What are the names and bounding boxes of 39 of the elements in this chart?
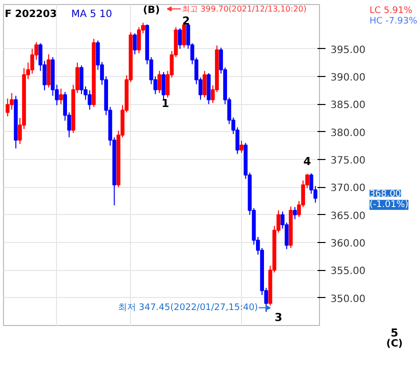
candlestick (158, 70, 162, 94)
legend-title: MA 5 10 (71, 8, 112, 20)
candlestick (162, 72, 166, 100)
candlestick (88, 90, 92, 110)
annotation: 3 (274, 311, 282, 324)
candlestick (202, 70, 207, 98)
text: 368.00 (370, 190, 402, 200)
annotation: 1 (162, 96, 170, 110)
candlestick (178, 28, 182, 50)
candlestick (132, 32, 137, 55)
text: (-1.01%) (370, 200, 408, 210)
y-tick-label: 365.00 (330, 210, 366, 222)
text: LC 5.91% (370, 6, 413, 16)
text: 5 (390, 326, 398, 340)
text: (C) (386, 338, 403, 350)
annotation: 최고 399.70(2021/12/13,10:20) (182, 4, 307, 14)
y-tick-label: 350.00 (330, 294, 366, 305)
annotation: 2 (182, 14, 190, 28)
candlestick (182, 22, 186, 48)
y-tick-label: 385.00 (330, 100, 366, 112)
y-tick-label: 380.00 (330, 128, 366, 139)
annotation: (B) (143, 5, 160, 16)
annotation: 최저 347.45(2022/01/27,15:40) (118, 302, 258, 313)
y-tick-label: 360.00 (330, 238, 366, 250)
candlestick (59, 88, 63, 105)
y-tick-label: 390.00 (330, 72, 366, 84)
candlestick (292, 206, 297, 220)
candlestick (309, 172, 314, 194)
y-tick-label: 355.00 (330, 266, 366, 278)
candlestick (10, 92, 14, 110)
y-tick-label: 375.00 (330, 155, 366, 166)
candlestick (30, 48, 34, 74)
annotation: 4 (303, 155, 312, 168)
y-tick-label: 395.00 (330, 44, 366, 56)
text: HC -7.93% (370, 16, 418, 27)
y-tick-label: 370.00 (330, 183, 366, 194)
candlestick (136, 26, 141, 54)
chart-title: F 202203 (4, 8, 57, 20)
candlestick (240, 140, 244, 154)
